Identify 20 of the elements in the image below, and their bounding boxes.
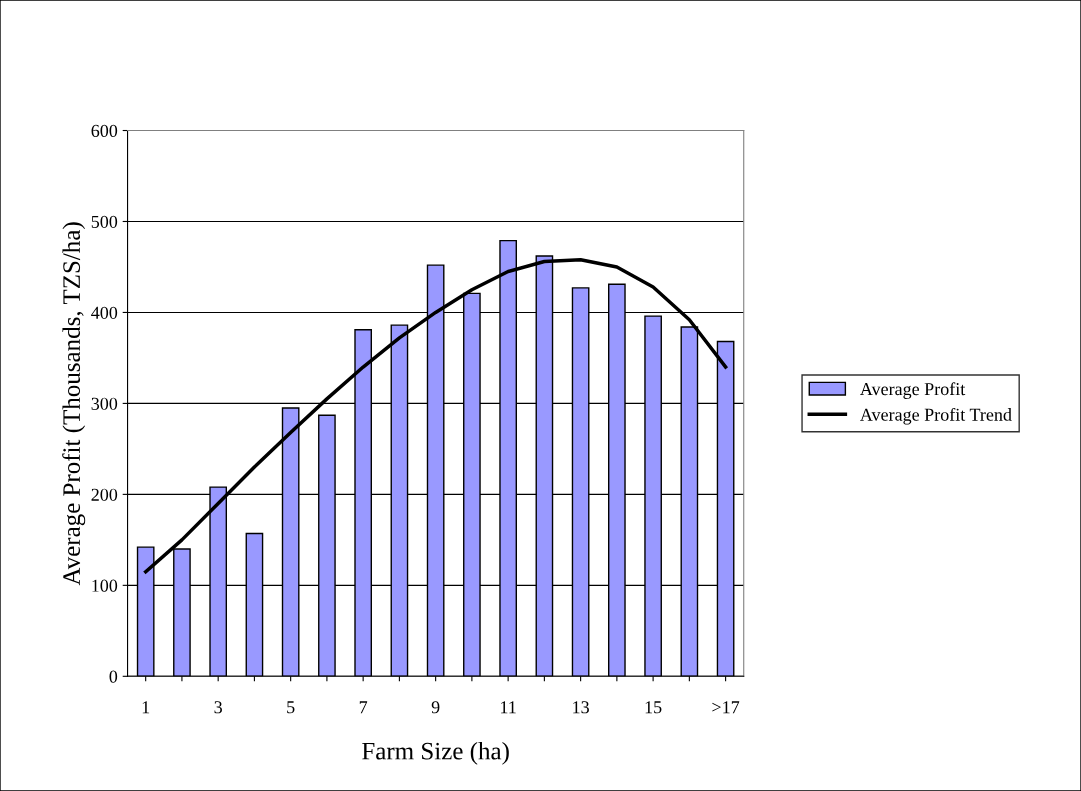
y-tick-label: 200 (91, 488, 118, 501)
x-tick-label: 5 (287, 701, 295, 714)
x-tick-label: 15 (645, 701, 662, 714)
x-tick-label: 9 (431, 701, 440, 714)
y-tick-label: 500 (91, 215, 118, 228)
y-tick-label: 600 (91, 124, 118, 137)
x-tick-label: 13 (573, 701, 589, 714)
y-axis-title: Average Profit (Thousands, TZS/ha) (62, 222, 86, 586)
legend-label: Average Profit Trend (860, 407, 1012, 425)
y-tick-label: 0 (109, 670, 118, 683)
x-tick-label: 1 (142, 701, 150, 714)
legend-label: Average Profit (860, 382, 966, 399)
x-tick-label: 3 (214, 701, 222, 714)
y-tick-label: 100 (92, 579, 118, 592)
x-tick-label: 7 (359, 701, 368, 714)
x-tick-label: >17 (712, 701, 740, 714)
y-tick-label: 300 (91, 397, 118, 410)
x-tick-label: 11 (501, 701, 516, 714)
y-tick-label: 400 (91, 306, 118, 319)
x-axis-title: Farm Size (ha) (362, 741, 509, 765)
